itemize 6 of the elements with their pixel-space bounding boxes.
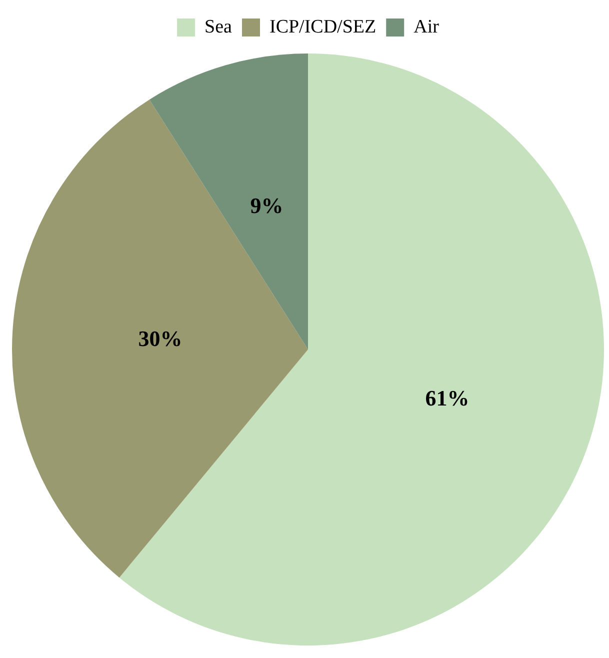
data-label: 30% — [138, 326, 182, 351]
legend-label: ICP/ICD/SEZ — [269, 16, 376, 38]
legend-label: Sea — [204, 16, 233, 38]
data-label: 61% — [425, 385, 470, 410]
data-label: 9% — [250, 193, 284, 218]
legend-label: Air — [414, 16, 440, 38]
